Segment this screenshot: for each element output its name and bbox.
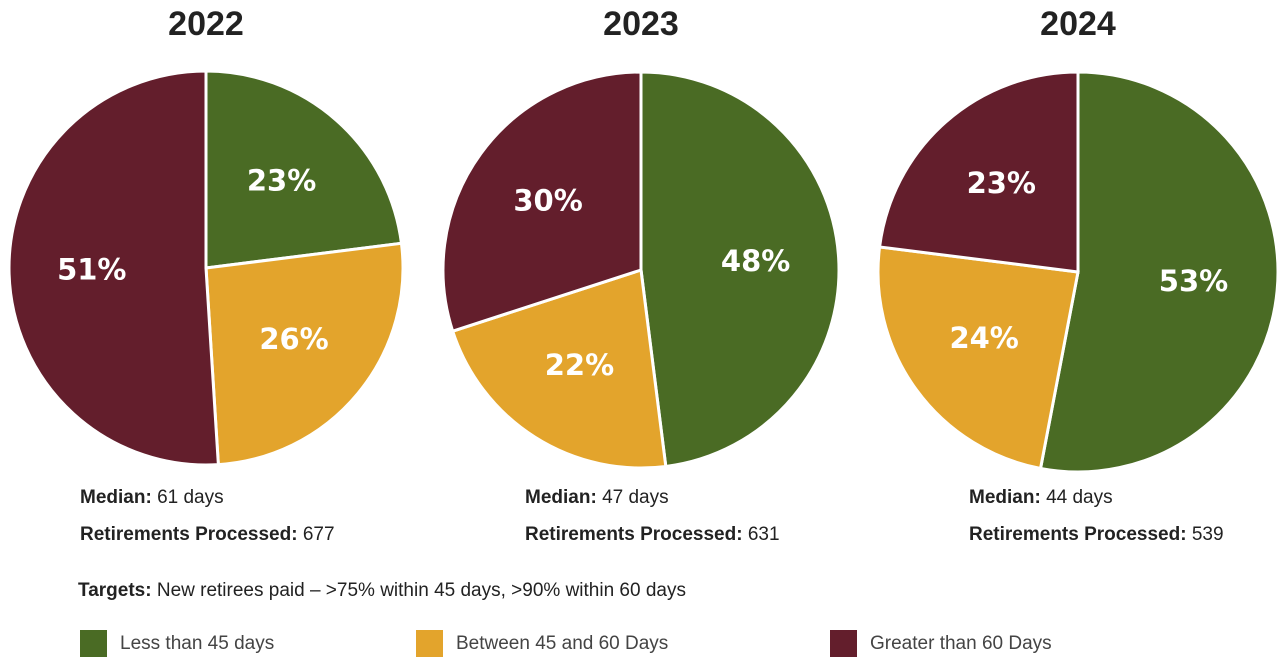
slice-label: 23% xyxy=(967,166,1036,200)
pie-slice xyxy=(441,70,643,334)
pie-slice xyxy=(7,69,220,467)
pie-slice xyxy=(1038,70,1280,474)
median-label: Median: xyxy=(525,487,597,508)
legend-label: Less than 45 days xyxy=(120,633,274,654)
legend-swatch xyxy=(80,630,107,657)
pie-slice xyxy=(876,245,1080,471)
chart-title: 2022 xyxy=(168,5,244,43)
median: Median: 61 days xyxy=(80,487,224,508)
targets-text: New retirees paid – >75% within 45 days,… xyxy=(157,580,686,601)
chart-title: 2023 xyxy=(603,5,679,43)
processed-value: 677 xyxy=(303,524,335,545)
slice-label: 53% xyxy=(1159,264,1228,298)
slice-label: 26% xyxy=(259,322,328,356)
pie-slice xyxy=(204,69,404,270)
processed-value: 631 xyxy=(748,524,780,545)
targets: Targets: New retirees paid – >75% within… xyxy=(78,580,686,601)
processed: Retirements Processed: 631 xyxy=(525,524,780,545)
median-value: 44 days xyxy=(1046,487,1113,508)
median: Median: 44 days xyxy=(969,487,1113,508)
processed: Retirements Processed: 677 xyxy=(80,524,335,545)
targets-label: Targets: xyxy=(78,580,152,601)
legend-label: Between 45 and 60 Days xyxy=(456,633,668,654)
pie-slice xyxy=(450,268,668,470)
processed: Retirements Processed: 539 xyxy=(969,524,1224,545)
slice-label: 23% xyxy=(247,163,316,197)
processed-label: Retirements Processed: xyxy=(80,524,298,545)
pie-slice xyxy=(639,70,841,469)
processed-label: Retirements Processed: xyxy=(525,524,743,545)
median-value: 47 days xyxy=(602,487,669,508)
pie-slice xyxy=(204,241,405,467)
slice-label: 51% xyxy=(57,253,126,287)
slice-label: 22% xyxy=(545,348,614,382)
median-value: 61 days xyxy=(157,487,224,508)
median-label: Median: xyxy=(80,487,152,508)
pie-slice xyxy=(877,70,1080,274)
chart-title: 2024 xyxy=(1040,5,1116,43)
legend-swatch xyxy=(830,630,857,657)
processed-label: Retirements Processed: xyxy=(969,524,1187,545)
slice-label: 48% xyxy=(721,244,790,278)
median: Median: 47 days xyxy=(525,487,669,508)
slice-label: 24% xyxy=(949,321,1018,355)
legend-swatch xyxy=(416,630,443,657)
legend-label: Greater than 60 Days xyxy=(870,633,1052,654)
processed-value: 539 xyxy=(1192,524,1224,545)
slice-label: 30% xyxy=(513,183,582,217)
median-label: Median: xyxy=(969,487,1041,508)
